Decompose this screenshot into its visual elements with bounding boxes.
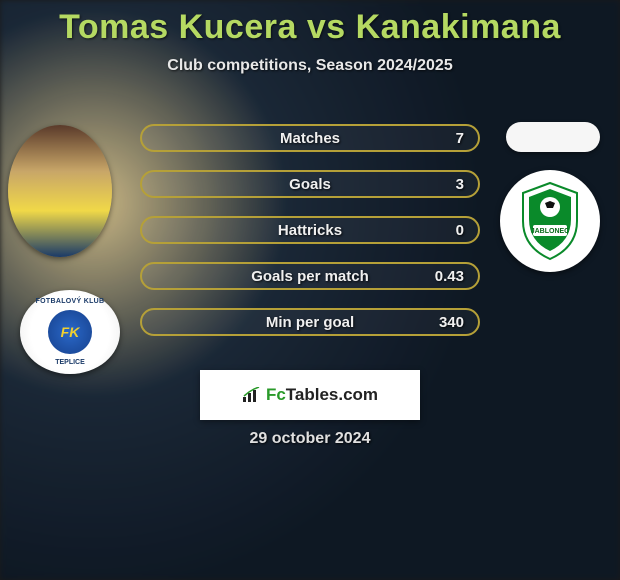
club-right-label: JABLONEC [531,228,570,235]
stat-row-gpm: Goals per match 0.43 [140,262,480,290]
page-title: Tomas Kucera vs Kanakimana [0,8,620,47]
stat-label: Matches [280,130,340,147]
logo-prefix: Fc [266,385,286,404]
stat-value: 3 [456,176,464,193]
stat-row-matches: Matches 7 [140,124,480,152]
stat-label: Min per goal [266,314,354,331]
logo-suffix: Tables.com [286,385,378,404]
club-left-upper-text: FOTBALOVÝ KLUB [20,298,120,305]
stat-value: 7 [456,130,464,147]
club-left-lower-text: TEPLICE [20,359,120,366]
stat-label: Hattricks [278,222,342,239]
club-left-badge: FOTBALOVÝ KLUB FK TEPLICE [20,290,120,374]
stat-label: Goals per match [251,268,369,285]
club-right-badge: JABLONEC [500,170,600,272]
stat-row-goals: Goals 3 [140,170,480,198]
stat-value: 0.43 [435,268,464,285]
player-left-photo [8,125,112,257]
stat-value: 0 [456,222,464,239]
stats-container: Matches 7 Goals 3 Hattricks 0 Goals per … [140,124,480,354]
stat-label: Goals [289,176,331,193]
subtitle: Club competitions, Season 2024/2025 [0,57,620,75]
player-right-placeholder [506,122,600,152]
stat-value: 340 [439,314,464,331]
date-text: 29 october 2024 [0,430,620,448]
stat-row-mpg: Min per goal 340 [140,308,480,336]
chart-icon [242,387,262,403]
stat-row-hattricks: Hattricks 0 [140,216,480,244]
fctables-logo: FcTables.com [200,370,420,420]
club-left-abbr: FK [61,324,80,340]
